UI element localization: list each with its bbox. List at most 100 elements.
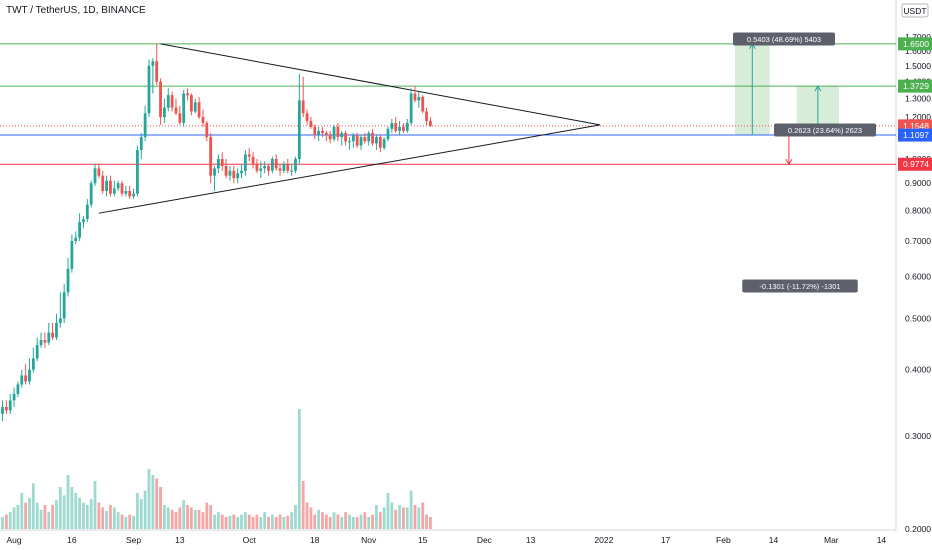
volume-bar	[390, 502, 394, 529]
candle-body	[16, 384, 20, 394]
short-position-label-bg	[742, 279, 858, 293]
candle-body	[236, 173, 240, 179]
candle-body	[267, 165, 270, 171]
volume-bar	[305, 502, 309, 529]
triangle-lower-line[interactable]	[98, 124, 601, 214]
candle-body	[74, 237, 78, 241]
candle-body	[101, 175, 105, 192]
volume-bar	[139, 499, 143, 529]
candle-body	[332, 126, 336, 140]
volume-bar	[301, 481, 305, 529]
currency-badge[interactable]	[901, 3, 929, 18]
volume-bar	[209, 505, 213, 529]
candle-body	[166, 95, 170, 108]
candle-body	[186, 93, 189, 96]
volume-bar	[31, 483, 35, 529]
candle-body	[85, 204, 89, 220]
candle-body	[282, 163, 286, 171]
x-tick-label: Dec	[477, 535, 493, 545]
volume-bar	[186, 505, 189, 529]
volume-bar	[170, 509, 174, 529]
candle-body	[382, 139, 386, 148]
candle-body	[270, 158, 274, 171]
volume-bar	[351, 517, 355, 529]
candle-body	[120, 183, 124, 194]
chart-title: TWT / TetherUS, 1D, BINANCE	[6, 5, 146, 16]
x-tick-label: Nov	[361, 535, 377, 545]
volume-bar	[394, 509, 398, 529]
candle-body	[174, 107, 178, 114]
candle-body	[132, 193, 135, 197]
candle-body	[147, 65, 151, 114]
candle-body	[178, 113, 182, 123]
x-tick-label: 15	[418, 535, 428, 545]
long-position-label-2-bg	[774, 123, 876, 137]
volume-bar	[251, 517, 255, 529]
volume-bar	[55, 500, 58, 529]
candle-body	[197, 102, 201, 118]
volume-bar	[12, 507, 16, 529]
volume-bar	[332, 512, 336, 529]
candle-body	[151, 61, 155, 66]
candle-body	[421, 96, 425, 112]
candle-body	[105, 180, 108, 192]
candle-body	[163, 107, 166, 118]
triangle-upper-line[interactable]	[160, 43, 601, 126]
x-tick-label: 14	[877, 535, 887, 545]
volume-bar	[409, 490, 413, 529]
price-label-current: 1.1548	[903, 121, 929, 131]
price-label-target-2: 1.6500	[903, 39, 929, 49]
x-tick-label: 14	[769, 535, 779, 545]
y-tick-label: 0.8000	[905, 205, 931, 215]
y-tick-label: 1.6000	[905, 46, 931, 56]
candle-body	[205, 122, 209, 138]
volume-bar	[324, 514, 328, 529]
candle-body	[109, 180, 112, 194]
candle-body	[413, 93, 417, 101]
volume-bar	[47, 512, 51, 529]
candle-body	[43, 340, 47, 343]
candle-body	[247, 154, 251, 157]
candle-body	[31, 358, 35, 370]
volume-bar	[274, 517, 278, 529]
volume-bar	[348, 514, 351, 529]
candle-body	[429, 120, 432, 126]
candle-body	[259, 168, 263, 171]
volume-bar	[105, 511, 108, 529]
volume-bar	[240, 514, 243, 529]
candle-body	[116, 183, 120, 189]
candle-body	[251, 156, 255, 164]
candle-body	[274, 158, 278, 169]
candle-body	[78, 222, 81, 238]
volume-bar	[243, 512, 247, 529]
volume-bar	[51, 505, 55, 529]
price-label-entry: 1.1097	[903, 130, 929, 140]
candle-body	[82, 219, 85, 223]
price-label-stop: 0.9774	[903, 159, 929, 169]
candle-body	[398, 126, 401, 131]
candle-body	[170, 95, 174, 108]
volume-bar	[97, 502, 101, 529]
candle-body	[240, 170, 243, 174]
candle-body	[128, 191, 132, 197]
volume-bar	[297, 409, 301, 529]
candle-body	[378, 137, 382, 148]
volume-bar	[28, 497, 31, 529]
volume-bar	[43, 505, 47, 529]
candle-body	[243, 154, 247, 171]
candle-body	[294, 158, 297, 171]
candle-body	[336, 126, 340, 138]
volume-bar	[66, 475, 70, 529]
y-tick-label: 0.5000	[905, 313, 931, 323]
candle-body	[402, 126, 405, 131]
volume-bar	[278, 514, 282, 529]
y-tick-label: 1.3000	[905, 94, 931, 104]
candle-body	[301, 100, 305, 114]
candle-body	[112, 188, 116, 194]
volume-bar	[213, 514, 216, 529]
price-label-target-1-bg	[898, 79, 932, 93]
x-tick-label: 13	[526, 535, 536, 545]
y-tick-label: 0.6000	[905, 271, 931, 281]
candle-body	[328, 134, 332, 140]
